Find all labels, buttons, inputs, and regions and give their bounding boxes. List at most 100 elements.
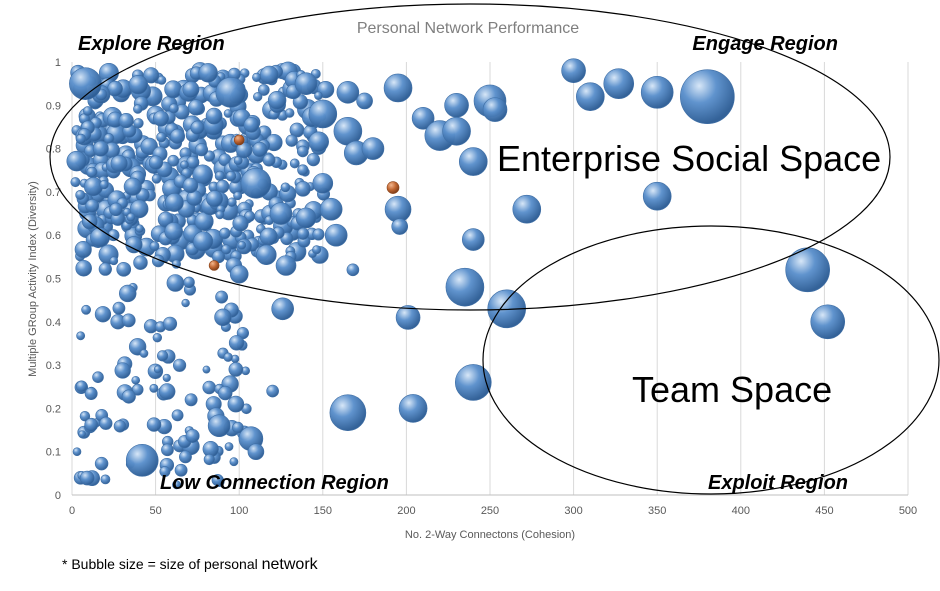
bubble-point [308, 99, 338, 129]
bubble-point [252, 141, 268, 158]
bubble-point [159, 466, 171, 478]
bubble-point [100, 474, 111, 485]
y-tick-label: 0.5 [46, 274, 61, 286]
bubble-point [266, 384, 279, 398]
bubble-point [296, 145, 309, 158]
bubble-point [232, 215, 249, 232]
bubble-point [383, 73, 413, 103]
bubble-point [82, 106, 93, 116]
bubble-point [81, 304, 92, 315]
bubble-point [284, 108, 295, 118]
bubble-point [319, 197, 343, 221]
bubble-point [384, 195, 412, 223]
team-space-ellipse [482, 225, 940, 495]
bubble-point [208, 260, 220, 271]
x-tick-label: 200 [397, 505, 415, 517]
bubble-point [233, 134, 245, 146]
bubble-point [75, 133, 87, 145]
bubble-point [454, 364, 492, 401]
x-tick-label: 450 [815, 505, 833, 517]
bubble-point [109, 202, 123, 217]
bubble-point [205, 107, 223, 125]
bubble-point [603, 68, 635, 99]
bubble-point [329, 394, 367, 432]
bubble-point [164, 222, 183, 241]
bubble-point [810, 304, 846, 340]
y-tick-label: 0.3 [46, 360, 61, 372]
bubble-point [79, 470, 95, 486]
low-connection-region-label: Low Connection Region [160, 472, 389, 494]
bubble-point [207, 414, 231, 438]
bubble-point [296, 227, 310, 240]
bubble-point [133, 104, 143, 114]
bubble-point [76, 331, 86, 341]
bubble-point [285, 134, 298, 147]
bubble-point [118, 284, 137, 303]
bubble-point [164, 80, 183, 99]
bubble-point [356, 92, 373, 110]
exploit-region-label: Exploit Region [708, 472, 848, 494]
bubble-point [324, 223, 348, 247]
bubble-point [482, 97, 508, 122]
bubble-point [94, 456, 109, 471]
bubble-point [103, 133, 115, 144]
bubble-point [90, 227, 110, 248]
bubble-point [126, 212, 136, 222]
bubble-point [79, 411, 91, 422]
enterprise-social-space-label: Enterprise Social Space [497, 138, 881, 179]
bubble-point [99, 179, 109, 190]
axes: 0 50 100 150 200 250 300 350 400 450 500 0 0.1 0.2 0.3… [46, 57, 917, 517]
x-tick-label: 0 [69, 505, 75, 517]
x-tick-label: 50 [149, 505, 161, 517]
bubble-point [72, 447, 82, 457]
bubble-point [215, 290, 229, 304]
bubble-point [75, 259, 92, 277]
bubble-point [135, 224, 144, 233]
bubble-point [75, 380, 88, 393]
bubble-point [576, 82, 605, 111]
x-axis-title: No. 2-Way Connectons (Cohesion) [405, 529, 575, 541]
bubble-point [121, 313, 136, 328]
bubble-point [166, 274, 185, 292]
bubble-point [215, 210, 225, 220]
chart-title: Personal Network Performance [357, 20, 579, 37]
bubble-point [223, 352, 233, 362]
x-tick-label: 150 [314, 505, 332, 517]
bubble-point [83, 177, 103, 197]
bubble-point [85, 198, 100, 213]
bubble-point [461, 228, 485, 251]
bubble-point [168, 103, 179, 114]
bubble-point [280, 182, 291, 193]
y-tick-label: 1 [55, 57, 61, 69]
bubble-point [172, 358, 187, 372]
bubble-point [184, 393, 198, 407]
bubble-point [240, 167, 272, 199]
y-tick-label: 0.6 [46, 230, 61, 242]
bubble-point [312, 172, 334, 194]
bubble-point [214, 308, 232, 327]
bubble-point [411, 106, 435, 130]
y-tick-label: 0.1 [46, 447, 61, 459]
footnote: * Bubble size = size of personal network [62, 556, 318, 574]
bubble-point [211, 474, 224, 487]
bubble-point [74, 241, 92, 259]
bubble-point [84, 417, 99, 432]
bubble-point [109, 256, 119, 266]
bubble-point [98, 262, 112, 276]
bubble-point [185, 428, 200, 443]
x-tick-label: 400 [732, 505, 750, 517]
bubble-point [92, 140, 109, 157]
bubble-point [252, 72, 262, 83]
bubble-point [78, 430, 87, 439]
bubble-point [139, 349, 149, 358]
bubble-point [146, 417, 162, 432]
bubble-point [152, 110, 169, 127]
bubble-point [458, 147, 488, 176]
bubble-point [116, 261, 132, 277]
bubble-point [312, 228, 325, 241]
bubble-point [131, 375, 141, 385]
bubble-point [114, 362, 131, 379]
bubble-series [66, 58, 846, 490]
bubble-point [295, 207, 317, 229]
bubble-point [158, 383, 176, 400]
